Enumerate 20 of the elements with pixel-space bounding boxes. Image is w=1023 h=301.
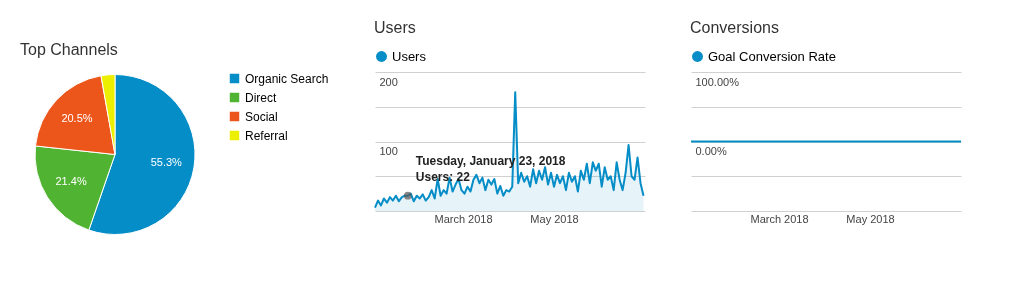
x-tick-label: March 2018 — [750, 212, 809, 225]
legend-label: Referral — [245, 128, 288, 143]
legend-label: Users — [392, 48, 427, 64]
y-tick-label: 100 — [379, 145, 398, 157]
chart-title: Conversions — [690, 19, 779, 36]
x-tick-label: March 2018 — [434, 212, 493, 225]
chart-title: Users — [374, 19, 416, 36]
x-tick-label: May 2018 — [530, 212, 579, 225]
y-tick-label: 0.00% — [695, 145, 727, 157]
data-label: 55.3% — [150, 156, 183, 169]
legend-label: Goal Conversion Rate — [708, 48, 836, 64]
data-label: 20.5% — [61, 112, 93, 125]
chart-title: Top Channels — [20, 41, 118, 58]
legend-label: Organic Search — [245, 71, 329, 86]
x-tick-label: May 2018 — [846, 212, 895, 225]
y-tick-label: 200 — [379, 75, 398, 88]
data-label: 21.4% — [55, 175, 87, 188]
y-tick-label: 100.00% — [695, 75, 740, 88]
legend-label: Direct — [245, 90, 277, 105]
legend-label: Social — [245, 109, 278, 124]
